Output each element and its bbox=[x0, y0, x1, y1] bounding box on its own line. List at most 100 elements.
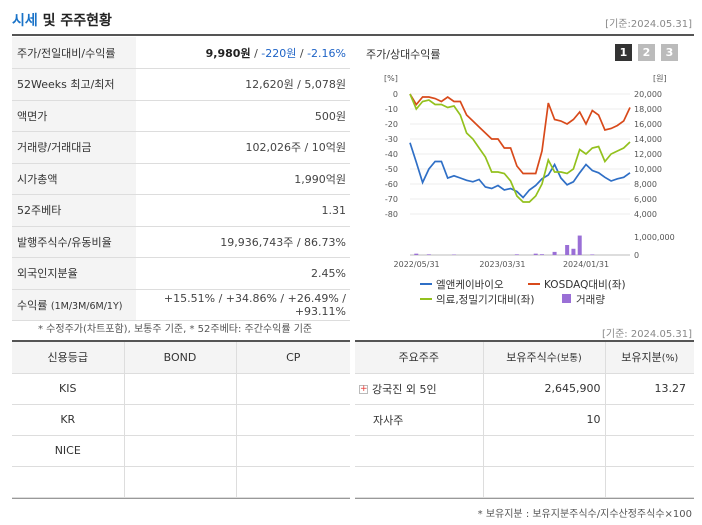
y-left-tick: -30 bbox=[385, 135, 398, 144]
y-right-tick: 20,000 bbox=[634, 90, 662, 99]
y-left-tick: -40 bbox=[385, 150, 398, 159]
row-label: 거래량/거래대금 bbox=[12, 131, 136, 164]
holder-ratio bbox=[605, 466, 694, 498]
table-row: 액면가 500원 bbox=[12, 100, 350, 132]
holder-shares bbox=[483, 435, 606, 467]
table-row bbox=[12, 466, 350, 498]
y-left-tick: -50 bbox=[385, 165, 398, 174]
col-header: CP bbox=[236, 342, 350, 374]
volume-bar bbox=[533, 253, 538, 255]
volume-bar bbox=[414, 253, 419, 255]
legend-label: 엘앤케이바이오 bbox=[436, 278, 504, 291]
volume-bar bbox=[426, 254, 431, 255]
table-row: KR bbox=[12, 404, 350, 436]
volume-bar bbox=[590, 254, 595, 255]
y-right-tick: 8,000 bbox=[634, 180, 657, 189]
price-value: 9,980원 / -220원 / -2.16% bbox=[136, 37, 350, 69]
agency-cell: NICE bbox=[12, 435, 125, 467]
row-label: 수익률 (1M/3M/6M/1Y) bbox=[12, 289, 136, 321]
divider bbox=[355, 340, 694, 342]
holder-ratio bbox=[605, 435, 694, 467]
holder-shares: 10 bbox=[483, 404, 606, 436]
table-row: 외국인지분율 2.45% bbox=[12, 257, 350, 290]
volume-tick: 1,000,000 bbox=[634, 233, 675, 242]
tab-1[interactable]: 1 bbox=[615, 44, 632, 61]
row-value: 12,620원 / 5,078원 bbox=[136, 68, 350, 101]
volume-bar bbox=[540, 254, 544, 255]
series-line bbox=[409, 142, 631, 199]
holder-shares bbox=[483, 466, 606, 498]
cell bbox=[236, 435, 350, 467]
footnote: * 보유지분 : 보유지분주식수/지수산정주식수×100 bbox=[477, 509, 692, 520]
table-header: 신용등급 BOND CP bbox=[12, 342, 350, 374]
tab-2[interactable]: 2 bbox=[638, 44, 655, 61]
expand-icon[interactable]: + bbox=[359, 384, 368, 394]
volume-tick: 0 bbox=[634, 251, 639, 260]
y-right-tick: 14,000 bbox=[634, 135, 662, 144]
holder-ratio bbox=[605, 404, 694, 436]
table-row: 거래량/거래대금 102,026주 / 10억원 bbox=[12, 131, 350, 164]
return-values: +15.51% / +34.86% / +26.49% / +93.11% bbox=[136, 289, 350, 321]
row-label: 발행주식수/유동비율 bbox=[12, 226, 136, 258]
cell bbox=[124, 404, 237, 436]
row-label: 52Weeks 최고/최저 bbox=[12, 68, 136, 101]
base-date: [기준:2024.05.31] bbox=[605, 19, 692, 30]
agency-cell: KIS bbox=[12, 373, 125, 405]
col-header: 주요주주 bbox=[355, 342, 484, 374]
divider bbox=[355, 498, 694, 499]
row-value: 500원 bbox=[136, 100, 350, 132]
cell bbox=[124, 435, 237, 467]
holder-name bbox=[355, 435, 484, 467]
table-row: 52주베타 1.31 bbox=[12, 194, 350, 227]
y-right-tick: 12,000 bbox=[634, 150, 662, 159]
x-tick: 2024/01/31 bbox=[563, 260, 609, 269]
tab-3[interactable]: 3 bbox=[661, 44, 678, 61]
y-left-tick: -80 bbox=[385, 210, 398, 219]
footnote: * 수정주가(차트포함), 보통주 기준, * 52주베타: 주간수익률 기준 bbox=[38, 324, 313, 335]
y-left-tick: -20 bbox=[385, 120, 398, 129]
holder-ratio: 13.27 bbox=[605, 373, 694, 405]
table-row: 시가총액 1,990억원 bbox=[12, 163, 350, 195]
row-value: 1.31 bbox=[136, 194, 350, 227]
col-header: 보유주식수(보통) bbox=[483, 342, 606, 374]
series-line bbox=[409, 93, 631, 175]
base-date: [기준: 2024.05.31] bbox=[601, 329, 692, 340]
credit-table: 신용등급 BOND CP KIS KR NICE bbox=[12, 342, 350, 498]
col-header: BOND bbox=[124, 342, 237, 374]
y-right-tick: 18,000 bbox=[634, 105, 662, 114]
legend-label: 의료,정밀기기대비(좌) bbox=[436, 294, 534, 306]
col-header: 신용등급 bbox=[12, 342, 125, 374]
row-label: 52주베타 bbox=[12, 194, 136, 227]
chart-panel: 주가/상대수익률 1 2 3 [%] [원] 0 -10 -20 -30 -40 -50 -… bbox=[356, 37, 694, 317]
agency-cell: KR bbox=[12, 404, 125, 436]
volume-bar bbox=[571, 248, 576, 255]
y-right-tick: 16,000 bbox=[634, 120, 662, 129]
table-row: NICE bbox=[12, 435, 350, 467]
table-row: + 강국진 외 5인 2,645,900 13.27 bbox=[355, 373, 694, 405]
y-left-tick: 0 bbox=[393, 90, 398, 99]
chart-tabs: 1 2 3 bbox=[615, 44, 678, 61]
row-label: 액면가 bbox=[12, 100, 136, 132]
table-row: KIS bbox=[12, 373, 350, 405]
market-table: 주가/전일대비/수익률 9,980원 / -220원 / -2.16% 52We… bbox=[12, 37, 350, 321]
table-row: 자사주 10 bbox=[355, 404, 694, 436]
legend-label: KOSDAQ대비(좌) bbox=[544, 279, 626, 291]
holder-shares: 2,645,900 bbox=[483, 373, 606, 405]
table-row bbox=[355, 466, 694, 498]
row-label: 주가/전일대비/수익률 bbox=[12, 37, 136, 69]
holder-name[interactable]: + 강국진 외 5인 bbox=[355, 373, 484, 405]
legend: 엘앤케이바이오 KOSDAQ대비(좌) 의료,정밀기기대비(좌) 거래량 bbox=[420, 278, 626, 306]
chart-title: 주가/상대수익률 bbox=[366, 48, 441, 61]
divider bbox=[12, 340, 350, 342]
cell bbox=[236, 404, 350, 436]
table-row: 주가/전일대비/수익률 9,980원 / -220원 / -2.16% bbox=[12, 37, 350, 69]
table-row: 발행주식수/유동비율 19,936,743주 / 86.73% bbox=[12, 226, 350, 258]
section-title: 시세 및 주주현황 bbox=[12, 13, 112, 29]
legend-swatch bbox=[562, 294, 571, 303]
col-header: 보유지분(%) bbox=[605, 342, 694, 374]
holders-table: 주요주주 보유주식수(보통) 보유지분(%) + 강국진 외 5인 2,645,9… bbox=[355, 342, 694, 498]
divider bbox=[12, 498, 350, 499]
stock-chart: [%] [원] 0 -10 -20 -30 -40 -50 -60 -70 -80 20,000 1… bbox=[384, 74, 675, 306]
row-label: 시가총액 bbox=[12, 163, 136, 195]
holder-name bbox=[355, 466, 484, 498]
